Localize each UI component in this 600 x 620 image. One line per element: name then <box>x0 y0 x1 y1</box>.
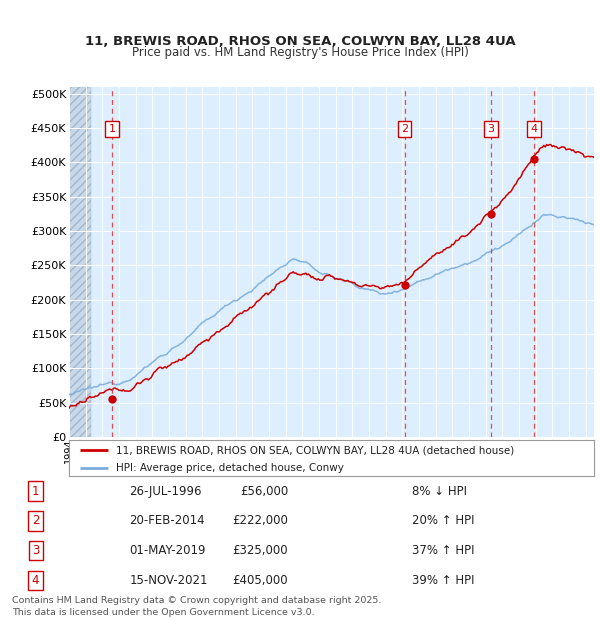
Text: 20% ↑ HPI: 20% ↑ HPI <box>412 515 475 527</box>
Text: £56,000: £56,000 <box>240 485 289 497</box>
Text: 2: 2 <box>401 124 408 134</box>
Text: Contains HM Land Registry data © Crown copyright and database right 2025.
This d: Contains HM Land Registry data © Crown c… <box>12 596 382 618</box>
Text: 8% ↓ HPI: 8% ↓ HPI <box>412 485 467 497</box>
Text: 15-NOV-2021: 15-NOV-2021 <box>130 574 208 587</box>
Text: Price paid vs. HM Land Registry's House Price Index (HPI): Price paid vs. HM Land Registry's House … <box>131 46 469 59</box>
Text: 26-JUL-1996: 26-JUL-1996 <box>130 485 202 497</box>
Text: 1: 1 <box>32 485 39 497</box>
Text: £222,000: £222,000 <box>232 515 289 527</box>
Text: £325,000: £325,000 <box>233 544 289 557</box>
Bar <box>69 87 91 437</box>
Text: 3: 3 <box>488 124 494 134</box>
Text: HPI: Average price, detached house, Conwy: HPI: Average price, detached house, Conw… <box>116 463 344 473</box>
Text: 39% ↑ HPI: 39% ↑ HPI <box>412 574 475 587</box>
Text: 20-FEB-2014: 20-FEB-2014 <box>130 515 205 527</box>
Text: 11, BREWIS ROAD, RHOS ON SEA, COLWYN BAY, LL28 4UA (detached house): 11, BREWIS ROAD, RHOS ON SEA, COLWYN BAY… <box>116 445 515 455</box>
Bar <box>69 87 91 437</box>
Text: 2: 2 <box>32 515 39 527</box>
Text: 01-MAY-2019: 01-MAY-2019 <box>130 544 206 557</box>
Text: 37% ↑ HPI: 37% ↑ HPI <box>412 544 475 557</box>
Text: 4: 4 <box>32 574 39 587</box>
Text: 4: 4 <box>530 124 537 134</box>
Text: 11, BREWIS ROAD, RHOS ON SEA, COLWYN BAY, LL28 4UA: 11, BREWIS ROAD, RHOS ON SEA, COLWYN BAY… <box>85 35 515 48</box>
Text: £405,000: £405,000 <box>233 574 289 587</box>
Text: 3: 3 <box>32 544 39 557</box>
Text: 1: 1 <box>109 124 115 134</box>
